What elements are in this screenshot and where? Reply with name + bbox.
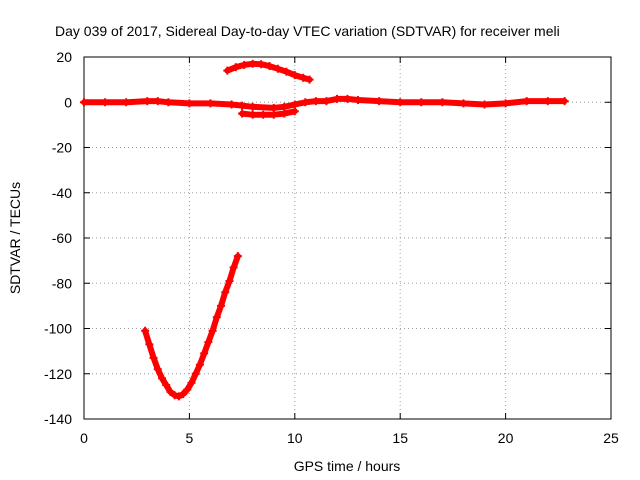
series-line bbox=[142, 253, 241, 400]
x-axis-label: GPS time / hours bbox=[294, 458, 401, 474]
y-tick-label: -80 bbox=[52, 275, 72, 291]
gridlines bbox=[84, 57, 611, 419]
x-tick-label: 20 bbox=[498, 430, 514, 446]
y-tick-label: 20 bbox=[56, 49, 72, 65]
plot-frame bbox=[83, 56, 612, 420]
x-tick-label: 5 bbox=[186, 430, 194, 446]
y-tick-label: -140 bbox=[44, 411, 72, 427]
x-tick-label: 15 bbox=[392, 430, 408, 446]
y-axis-label: SDTVAR / TECUs bbox=[7, 182, 23, 294]
axis-ticks bbox=[83, 56, 612, 420]
y-tick-label: -120 bbox=[44, 366, 72, 382]
x-tick-label: 0 bbox=[80, 430, 88, 446]
x-tick-label: 25 bbox=[603, 430, 619, 446]
y-tick-label: -60 bbox=[52, 230, 72, 246]
y-tick-label: 0 bbox=[64, 94, 72, 110]
x-tick-labels: 0 5 10 15 20 25 bbox=[80, 430, 619, 446]
x-tick-label: 10 bbox=[287, 430, 303, 446]
y-tick-label: -100 bbox=[44, 321, 72, 337]
y-tick-labels: 20 0 -20 -40 -60 -80 -100 -120 -140 bbox=[44, 49, 72, 427]
data-series bbox=[80, 59, 569, 401]
y-tick-label: -40 bbox=[52, 185, 72, 201]
chart-title: Day 039 of 2017, Sidereal Day-to-day VTE… bbox=[55, 23, 560, 39]
y-tick-label: -20 bbox=[52, 140, 72, 156]
